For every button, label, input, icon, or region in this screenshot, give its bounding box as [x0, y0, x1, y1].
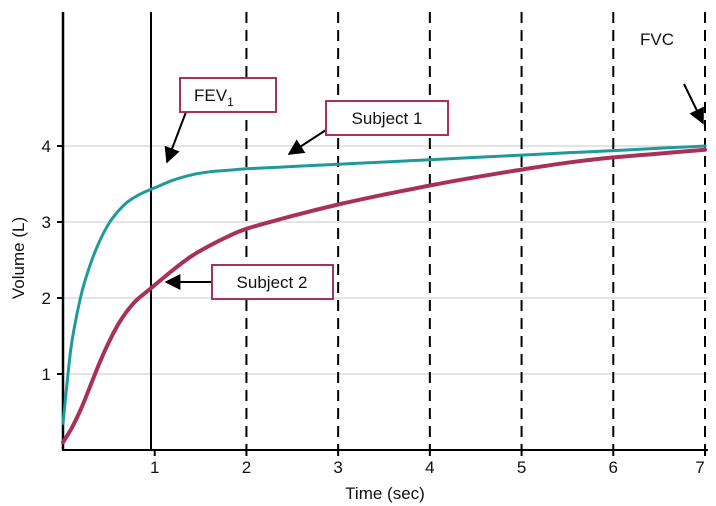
y-tick-label: 4 [42, 137, 51, 156]
time-marker-lines [245, 12, 706, 450]
x-tick-label: 1 [150, 458, 159, 477]
y-tick-labels: 1 2 3 4 [42, 137, 51, 384]
grid-lines [63, 145, 708, 375]
subject-2-annotation: Subject 2 [164, 264, 334, 300]
fvc-arrow [683, 83, 704, 125]
tick-marks [57, 145, 706, 456]
fev1-annotation: FEV1 [164, 77, 277, 164]
subject-1-annotation: Subject 1 [287, 100, 449, 155]
x-tick-label: 2 [242, 458, 251, 477]
fev1-arrow [164, 111, 187, 164]
subject-1-label: Subject 1 [352, 109, 423, 128]
x-tick-label: 6 [609, 458, 618, 477]
y-tick-label: 3 [42, 213, 51, 232]
series-layer [61, 144, 707, 445]
fev1-label: FEV1 [194, 86, 234, 109]
fev1-label-subscript: 1 [227, 95, 234, 109]
subject-1-label-box [325, 100, 449, 136]
fvc-annotation: FVC [640, 30, 704, 125]
x-tick-label: 4 [425, 458, 434, 477]
subject-2-curve [61, 147, 707, 445]
x-axis-title: Time (sec) [345, 484, 425, 503]
x-tick-label: 7 [695, 458, 704, 477]
subject-1-curve [61, 144, 707, 425]
x-tick-label: 5 [517, 458, 526, 477]
x-tick-label: 3 [333, 458, 342, 477]
fev1-label-main: FEV [194, 86, 228, 105]
subject-1-arrow [287, 129, 327, 155]
fev1-label-box [179, 77, 277, 113]
x-tick-labels: 1 2 3 4 5 6 7 [150, 458, 705, 477]
subject-2-label: Subject 2 [237, 273, 308, 292]
y-tick-label: 2 [42, 289, 51, 308]
y-tick-label: 1 [42, 365, 51, 384]
subject-2-label-box [211, 264, 334, 300]
fvc-label: FVC [640, 30, 674, 49]
y-axis-title: Volume (L) [9, 217, 28, 299]
